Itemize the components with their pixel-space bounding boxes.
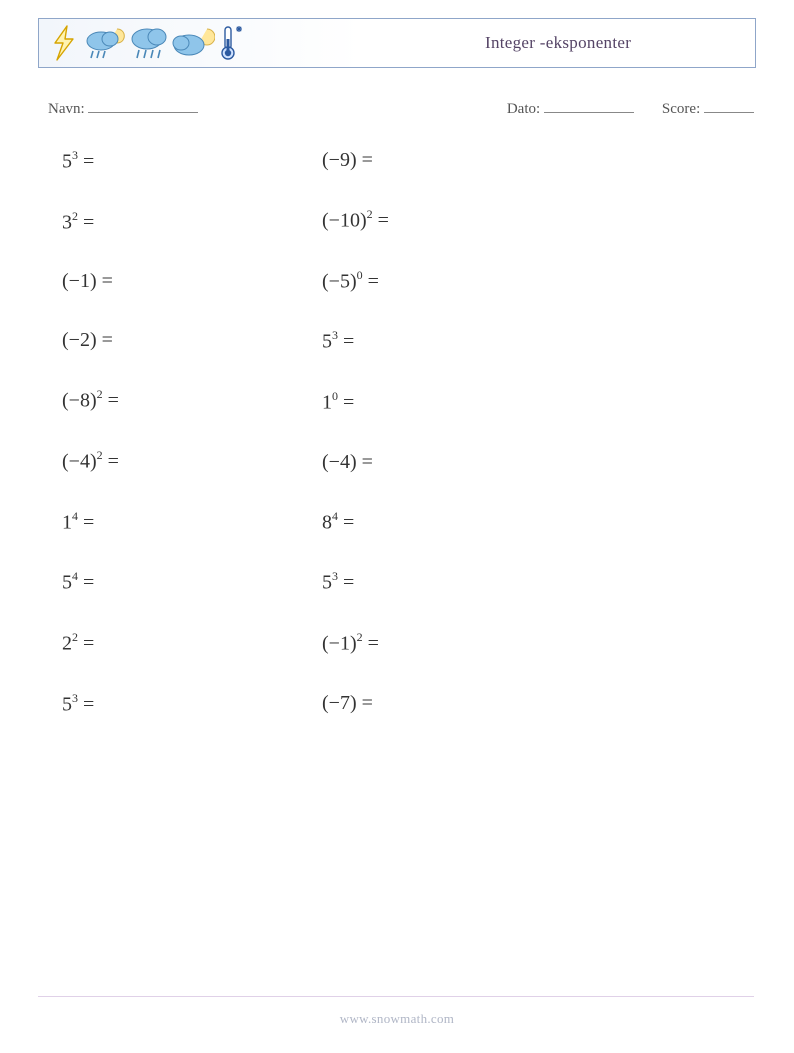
expr-base: (−10)	[322, 210, 367, 232]
expr-base: 2	[62, 633, 72, 655]
expr-base: (−4)	[62, 451, 97, 473]
expr-base: (−5)	[322, 270, 357, 292]
expr-equals: =	[357, 451, 373, 473]
header-icons	[39, 23, 245, 63]
expr-base: (−7)	[322, 692, 357, 714]
problem-expression: (−7) =	[322, 693, 622, 713]
problems-area: 53 =32 =(−1) =(−2) =(−8)2 =(−4)2 =14 =54…	[62, 150, 622, 714]
expr-exponent: 2	[72, 209, 78, 223]
problem-expression: (−2) =	[62, 330, 322, 350]
expr-equals: =	[78, 693, 94, 715]
expr-equals: =	[338, 572, 354, 594]
expr-base: (−1)	[322, 633, 357, 655]
score-label: Score:	[662, 101, 700, 117]
name-label: Navn:	[48, 101, 85, 117]
expr-base: (−2)	[62, 329, 97, 351]
meta-row: Navn: Dato: Score:	[48, 96, 754, 118]
expr-equals: =	[78, 572, 94, 594]
expr-exponent: 0	[357, 268, 363, 282]
problem-expression: 84 =	[322, 511, 622, 533]
expr-base: 5	[62, 151, 72, 173]
expr-exponent: 0	[332, 389, 338, 403]
expr-equals: =	[338, 331, 354, 353]
name-blank[interactable]	[88, 96, 198, 113]
expr-exponent: 3	[332, 569, 338, 583]
expr-exponent: 2	[367, 207, 373, 221]
expr-equals: =	[357, 692, 373, 714]
header-box: Integer -eksponenter	[38, 18, 756, 68]
worksheet-page: Integer -eksponenter Navn: Dato: Score: …	[0, 0, 794, 1053]
expr-exponent: 3	[332, 328, 338, 342]
problem-expression: 22 =	[62, 632, 322, 654]
expr-equals: =	[103, 451, 119, 473]
footer-url: www.snowmath.com	[0, 1011, 794, 1027]
problem-expression: (−9) =	[322, 150, 622, 170]
problem-expression: (−1)2 =	[322, 632, 622, 654]
problem-expression: (−8)2 =	[62, 389, 322, 411]
expr-exponent: 2	[97, 448, 103, 462]
expr-equals: =	[103, 390, 119, 412]
expr-base: (−1)	[62, 270, 97, 292]
expr-exponent: 2	[72, 630, 78, 644]
expr-base: 5	[62, 572, 72, 594]
expr-exponent: 3	[72, 691, 78, 705]
problem-expression: (−5)0 =	[322, 270, 622, 292]
problem-expression: 54 =	[62, 571, 322, 593]
expr-equals: =	[363, 270, 379, 292]
problems-col-left: 53 =32 =(−1) =(−2) =(−8)2 =(−4)2 =14 =54…	[62, 150, 322, 714]
expr-base: 1	[322, 392, 332, 414]
cold-thermometer-icon	[215, 23, 245, 63]
expr-exponent: 4	[72, 569, 78, 583]
expr-base: 5	[322, 572, 332, 594]
expr-base: 5	[62, 693, 72, 715]
expr-exponent: 4	[332, 509, 338, 523]
date-field: Dato:	[507, 96, 634, 118]
problems-col-right: (−9) =(−10)2 =(−5)0 =53 =10 =(−4) =84 =5…	[322, 150, 622, 714]
cloud-moon-icon	[171, 23, 215, 63]
problem-expression: 53 =	[62, 693, 322, 715]
score-field: Score:	[662, 96, 754, 118]
expr-base: 3	[62, 211, 72, 233]
problem-expression: (−4)2 =	[62, 450, 322, 472]
expr-exponent: 2	[97, 387, 103, 401]
problem-expression: 10 =	[322, 391, 622, 413]
expr-exponent: 2	[357, 630, 363, 644]
expr-equals: =	[338, 511, 354, 533]
expr-exponent: 3	[72, 148, 78, 162]
rain-cloud-icon	[127, 23, 171, 63]
footer-rule	[38, 996, 754, 997]
expr-equals: =	[373, 210, 389, 232]
score-blank[interactable]	[704, 96, 754, 113]
expr-equals: =	[78, 511, 94, 533]
lightning-icon	[45, 23, 83, 63]
date-blank[interactable]	[544, 96, 634, 113]
expr-base: (−4)	[322, 451, 357, 473]
expr-base: 8	[322, 511, 332, 533]
expr-base: (−9)	[322, 149, 357, 171]
expr-equals: =	[97, 270, 113, 292]
date-label: Dato:	[507, 101, 540, 117]
problem-expression: 32 =	[62, 211, 322, 233]
expr-base: 1	[62, 511, 72, 533]
problem-expression: (−4) =	[322, 452, 622, 472]
expr-equals: =	[78, 151, 94, 173]
expr-equals: =	[363, 633, 379, 655]
expr-equals: =	[78, 633, 94, 655]
expr-base: 5	[322, 331, 332, 353]
expr-equals: =	[78, 211, 94, 233]
problem-expression: (−1) =	[62, 271, 322, 291]
expr-equals: =	[97, 329, 113, 351]
problem-expression: 53 =	[62, 150, 322, 172]
worksheet-title: Integer -eksponenter	[361, 33, 755, 53]
problem-expression: 53 =	[322, 571, 622, 593]
problem-expression: (−10)2 =	[322, 209, 622, 231]
expr-equals: =	[338, 392, 354, 414]
expr-equals: =	[357, 149, 373, 171]
name-field: Navn:	[48, 96, 507, 118]
rain-cloud-moon-icon	[83, 23, 127, 63]
problem-expression: 53 =	[322, 330, 622, 352]
expr-exponent: 4	[72, 509, 78, 523]
expr-base: (−8)	[62, 390, 97, 412]
problem-expression: 14 =	[62, 511, 322, 533]
